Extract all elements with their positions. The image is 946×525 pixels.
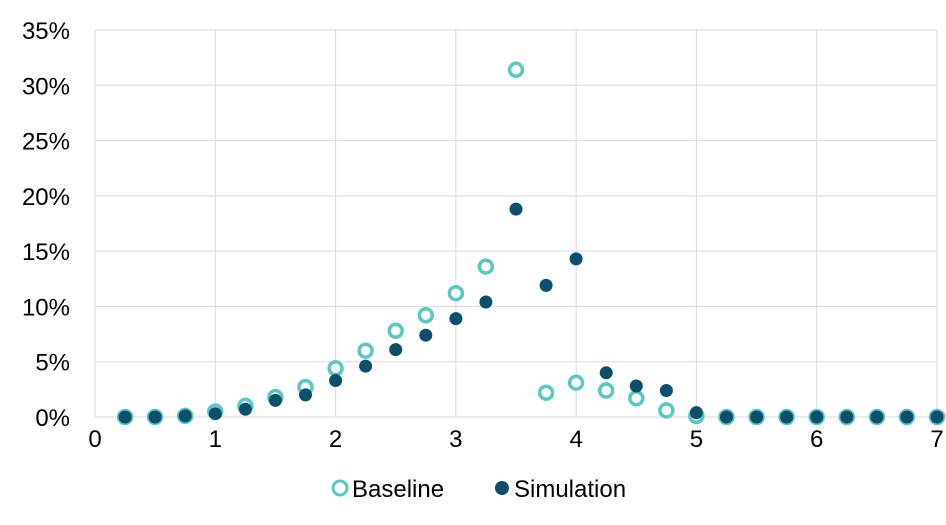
data-point-simulation (720, 410, 733, 424)
data-point-baseline (567, 374, 585, 391)
y-tick-label: 30% (22, 73, 70, 100)
data-point-simulation (870, 410, 884, 424)
data-point-baseline (417, 307, 435, 324)
data-point-simulation (509, 202, 523, 216)
gridlines (94, 29, 938, 418)
y-tick-label: 5% (35, 350, 70, 377)
data-point-simulation (900, 410, 914, 424)
data-point-simulation (930, 410, 944, 424)
data-point-baseline (537, 384, 555, 401)
legend-marker-baseline (331, 479, 349, 497)
data-point-simulation (810, 410, 824, 424)
y-tick-label: 25% (22, 129, 70, 156)
data-point-simulation (389, 343, 403, 357)
y-axis-ticks: 0% 5% 10% 15% 20% 25% 30% 35% (22, 18, 70, 432)
data-point-baseline (597, 382, 615, 399)
x-tick-label: 7 (930, 426, 943, 453)
data-point-simulation (780, 410, 794, 424)
y-tick-label: 0% (35, 405, 70, 432)
data-point-baseline (327, 360, 344, 377)
data-point-baseline (628, 389, 645, 407)
y-tick-label: 15% (22, 239, 70, 266)
x-tick-label: 1 (209, 426, 222, 453)
data-point-simulation (178, 409, 192, 423)
x-tick-label: 6 (810, 426, 823, 453)
data-point-simulation (689, 406, 703, 420)
data-point-baseline (477, 258, 495, 275)
series-simulation (118, 202, 944, 424)
x-tick-label: 2 (329, 426, 342, 453)
data-point-baseline (387, 322, 404, 340)
data-point-baseline (357, 342, 374, 359)
legend: Baseline Simulation (331, 476, 626, 503)
series-baseline (116, 61, 946, 426)
legend-marker-simulation (495, 481, 509, 495)
data-point-baseline (658, 402, 675, 419)
data-point-simulation (299, 388, 312, 402)
data-point-simulation (238, 402, 252, 416)
data-point-simulation (569, 252, 583, 266)
data-point-simulation (539, 278, 553, 292)
data-point-simulation (479, 295, 493, 309)
y-tick-label: 10% (22, 294, 70, 321)
legend-label-baseline: Baseline (352, 476, 444, 503)
data-point-simulation (599, 366, 613, 380)
x-tick-label: 3 (449, 426, 462, 453)
legend-label-simulation: Simulation (514, 476, 626, 503)
data-point-baseline (447, 284, 465, 302)
x-axis-ticks: 0 1 2 3 4 5 6 7 (88, 426, 943, 453)
data-point-simulation (419, 328, 433, 342)
data-point-simulation (629, 379, 643, 393)
data-point-simulation (329, 374, 343, 387)
data-point-simulation (750, 410, 764, 424)
data-point-simulation (449, 312, 463, 326)
data-point-simulation (268, 393, 282, 407)
data-point-simulation (840, 410, 854, 424)
data-point-simulation (208, 407, 222, 421)
x-tick-label: 5 (690, 426, 703, 453)
data-series (116, 61, 946, 426)
data-point-simulation (359, 359, 373, 373)
data-point-simulation (148, 410, 162, 424)
x-tick-label: 4 (569, 426, 582, 453)
data-point-baseline (507, 61, 525, 79)
y-tick-label: 35% (22, 18, 70, 45)
data-point-simulation (659, 384, 673, 397)
y-tick-label: 20% (22, 184, 70, 211)
x-tick-label: 0 (88, 426, 101, 453)
data-point-simulation (118, 410, 132, 424)
